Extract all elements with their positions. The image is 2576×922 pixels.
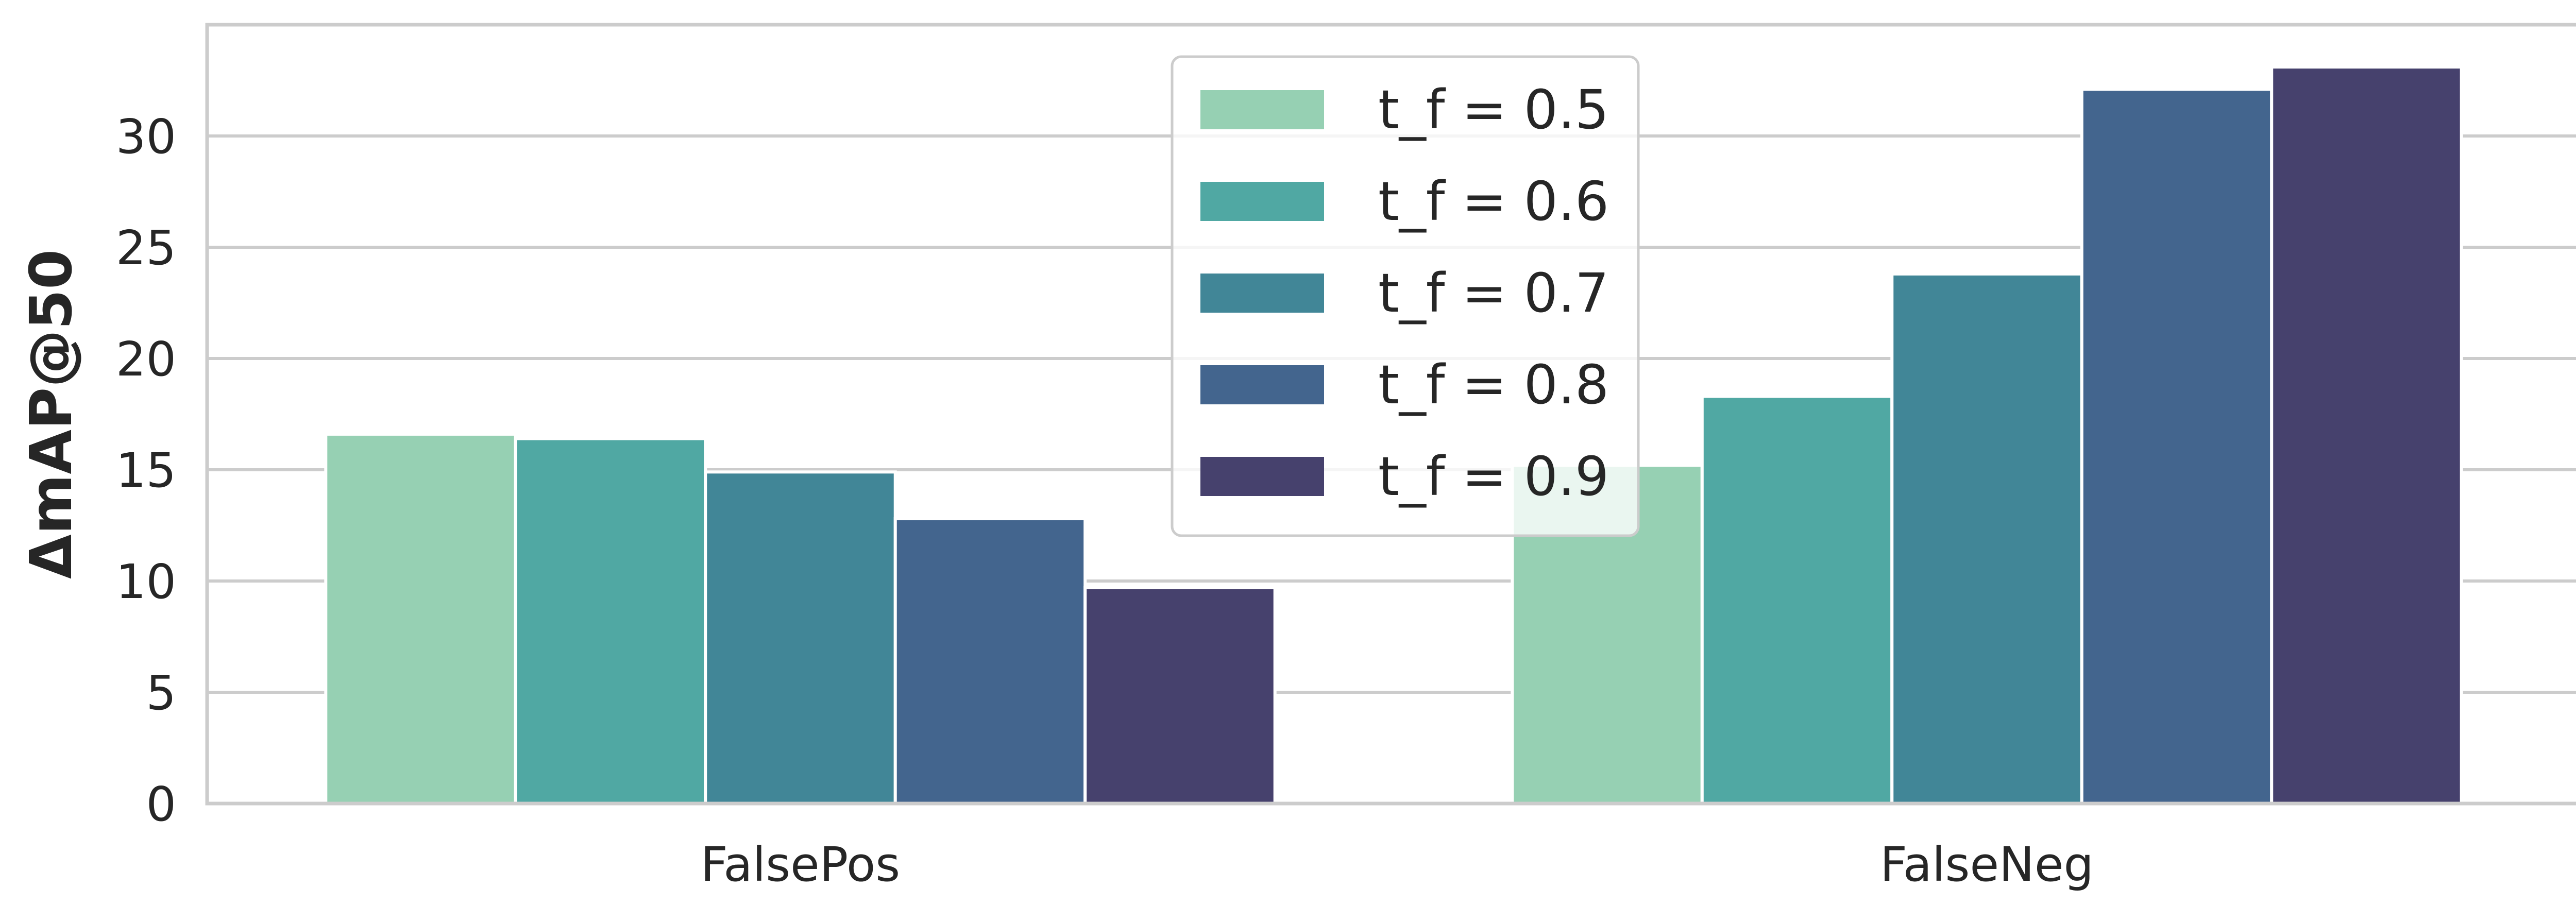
legend: t_f = 0.5 t_f = 0.6 t_f = 0.7 t_f = 0.8 t_f …: [1171, 55, 1640, 537]
legend-label: t_f = 0.5: [1378, 78, 1609, 141]
legend-swatch: [1200, 274, 1324, 313]
legend-label: t_f = 0.8: [1378, 353, 1609, 416]
legend-swatch: [1200, 182, 1324, 221]
y-tick-label: 0: [146, 777, 176, 832]
y-tick-label: 10: [116, 554, 176, 609]
bar-falsepos-series-5: [1083, 586, 1277, 805]
legend-swatch: [1200, 90, 1324, 129]
legend-swatch: [1200, 365, 1324, 404]
legend-label: t_f = 0.7: [1378, 262, 1609, 325]
bar-falseneg-series-2: [1700, 395, 1894, 805]
bar-falseneg-series-4: [2080, 88, 2274, 805]
y-tick-label: 15: [116, 443, 176, 498]
x-tick-label: FalsePos: [701, 837, 900, 892]
legend-label: t_f = 0.9: [1378, 445, 1609, 508]
legend-box: [1171, 55, 1640, 537]
y-tick-label: 5: [146, 665, 176, 721]
legend-items: t_f = 0.5 t_f = 0.6 t_f = 0.7 t_f = 0.8 t_f …: [1200, 78, 1609, 508]
bar-falsepos-series-1: [324, 432, 517, 805]
bar-falsepos-series-2: [514, 437, 707, 805]
y-tick-labels: 0 5 10 15 20 25 30: [116, 109, 176, 832]
plot-frame: [205, 23, 2576, 806]
bar-falsepos-series-3: [704, 470, 897, 805]
y-tick-label: 25: [116, 220, 176, 276]
x-tick-label: FalseNeg: [1880, 837, 2094, 892]
legend-swatch: [1200, 457, 1324, 496]
y-tick-label: 20: [116, 332, 176, 387]
bar-falseneg-series-5: [2270, 65, 2463, 806]
legend-label: t_f = 0.6: [1378, 170, 1609, 233]
bar-falseneg-series-3: [1890, 272, 2083, 806]
y-tick-label: 30: [116, 109, 176, 164]
x-tick-labels: FalsePos FalseNeg: [701, 837, 2094, 892]
y-axis-title: ΔmAP@50: [18, 249, 85, 579]
bar-falsepos-series-4: [893, 517, 1087, 805]
